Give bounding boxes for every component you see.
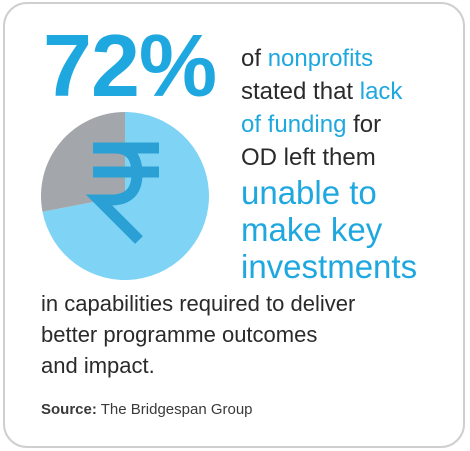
highlight-text: investments [241, 248, 418, 285]
statement-line: make key [241, 211, 461, 248]
statement-line: investments [241, 248, 461, 285]
rupee-icon [85, 142, 159, 244]
statement-line: OD left them [241, 141, 461, 174]
statement-body: in capabilities required to deliver bett… [41, 288, 461, 381]
statement-line: stated that lack [241, 75, 461, 108]
statement-text: stated that [241, 78, 360, 105]
statement-text: OD left them [241, 144, 376, 171]
statement-text: for [346, 111, 382, 138]
source-credit: Source: The Bridgespan Group [41, 401, 253, 418]
statement-line: of nonprofits [241, 42, 461, 75]
statement-line: unable to [241, 174, 461, 211]
big-stat-percent: 72% [43, 16, 217, 115]
statement-body-line: in capabilities required to deliver [41, 291, 356, 316]
highlight-text: of funding [241, 111, 347, 138]
highlight-text: nonprofits [267, 45, 374, 72]
highlight-text: unable to [241, 174, 377, 211]
statement-body-line: better programme outcomes [41, 322, 318, 347]
highlight-text: lack [359, 78, 403, 105]
statement-body-line: and impact. [41, 353, 155, 378]
source-text: The Bridgespan Group [96, 401, 253, 418]
highlight-text: make key [241, 211, 383, 248]
pie-slice-1 [41, 112, 125, 212]
source-label: Source: [41, 401, 97, 418]
statement-lead: of nonprofits stated that lack of funding … [241, 42, 461, 285]
statement-text: of [241, 45, 268, 72]
pie-chart [41, 112, 209, 280]
statement-line: of funding for [241, 108, 461, 141]
infographic-card: 72% of nonprofits stated that lack of fund… [3, 2, 465, 448]
